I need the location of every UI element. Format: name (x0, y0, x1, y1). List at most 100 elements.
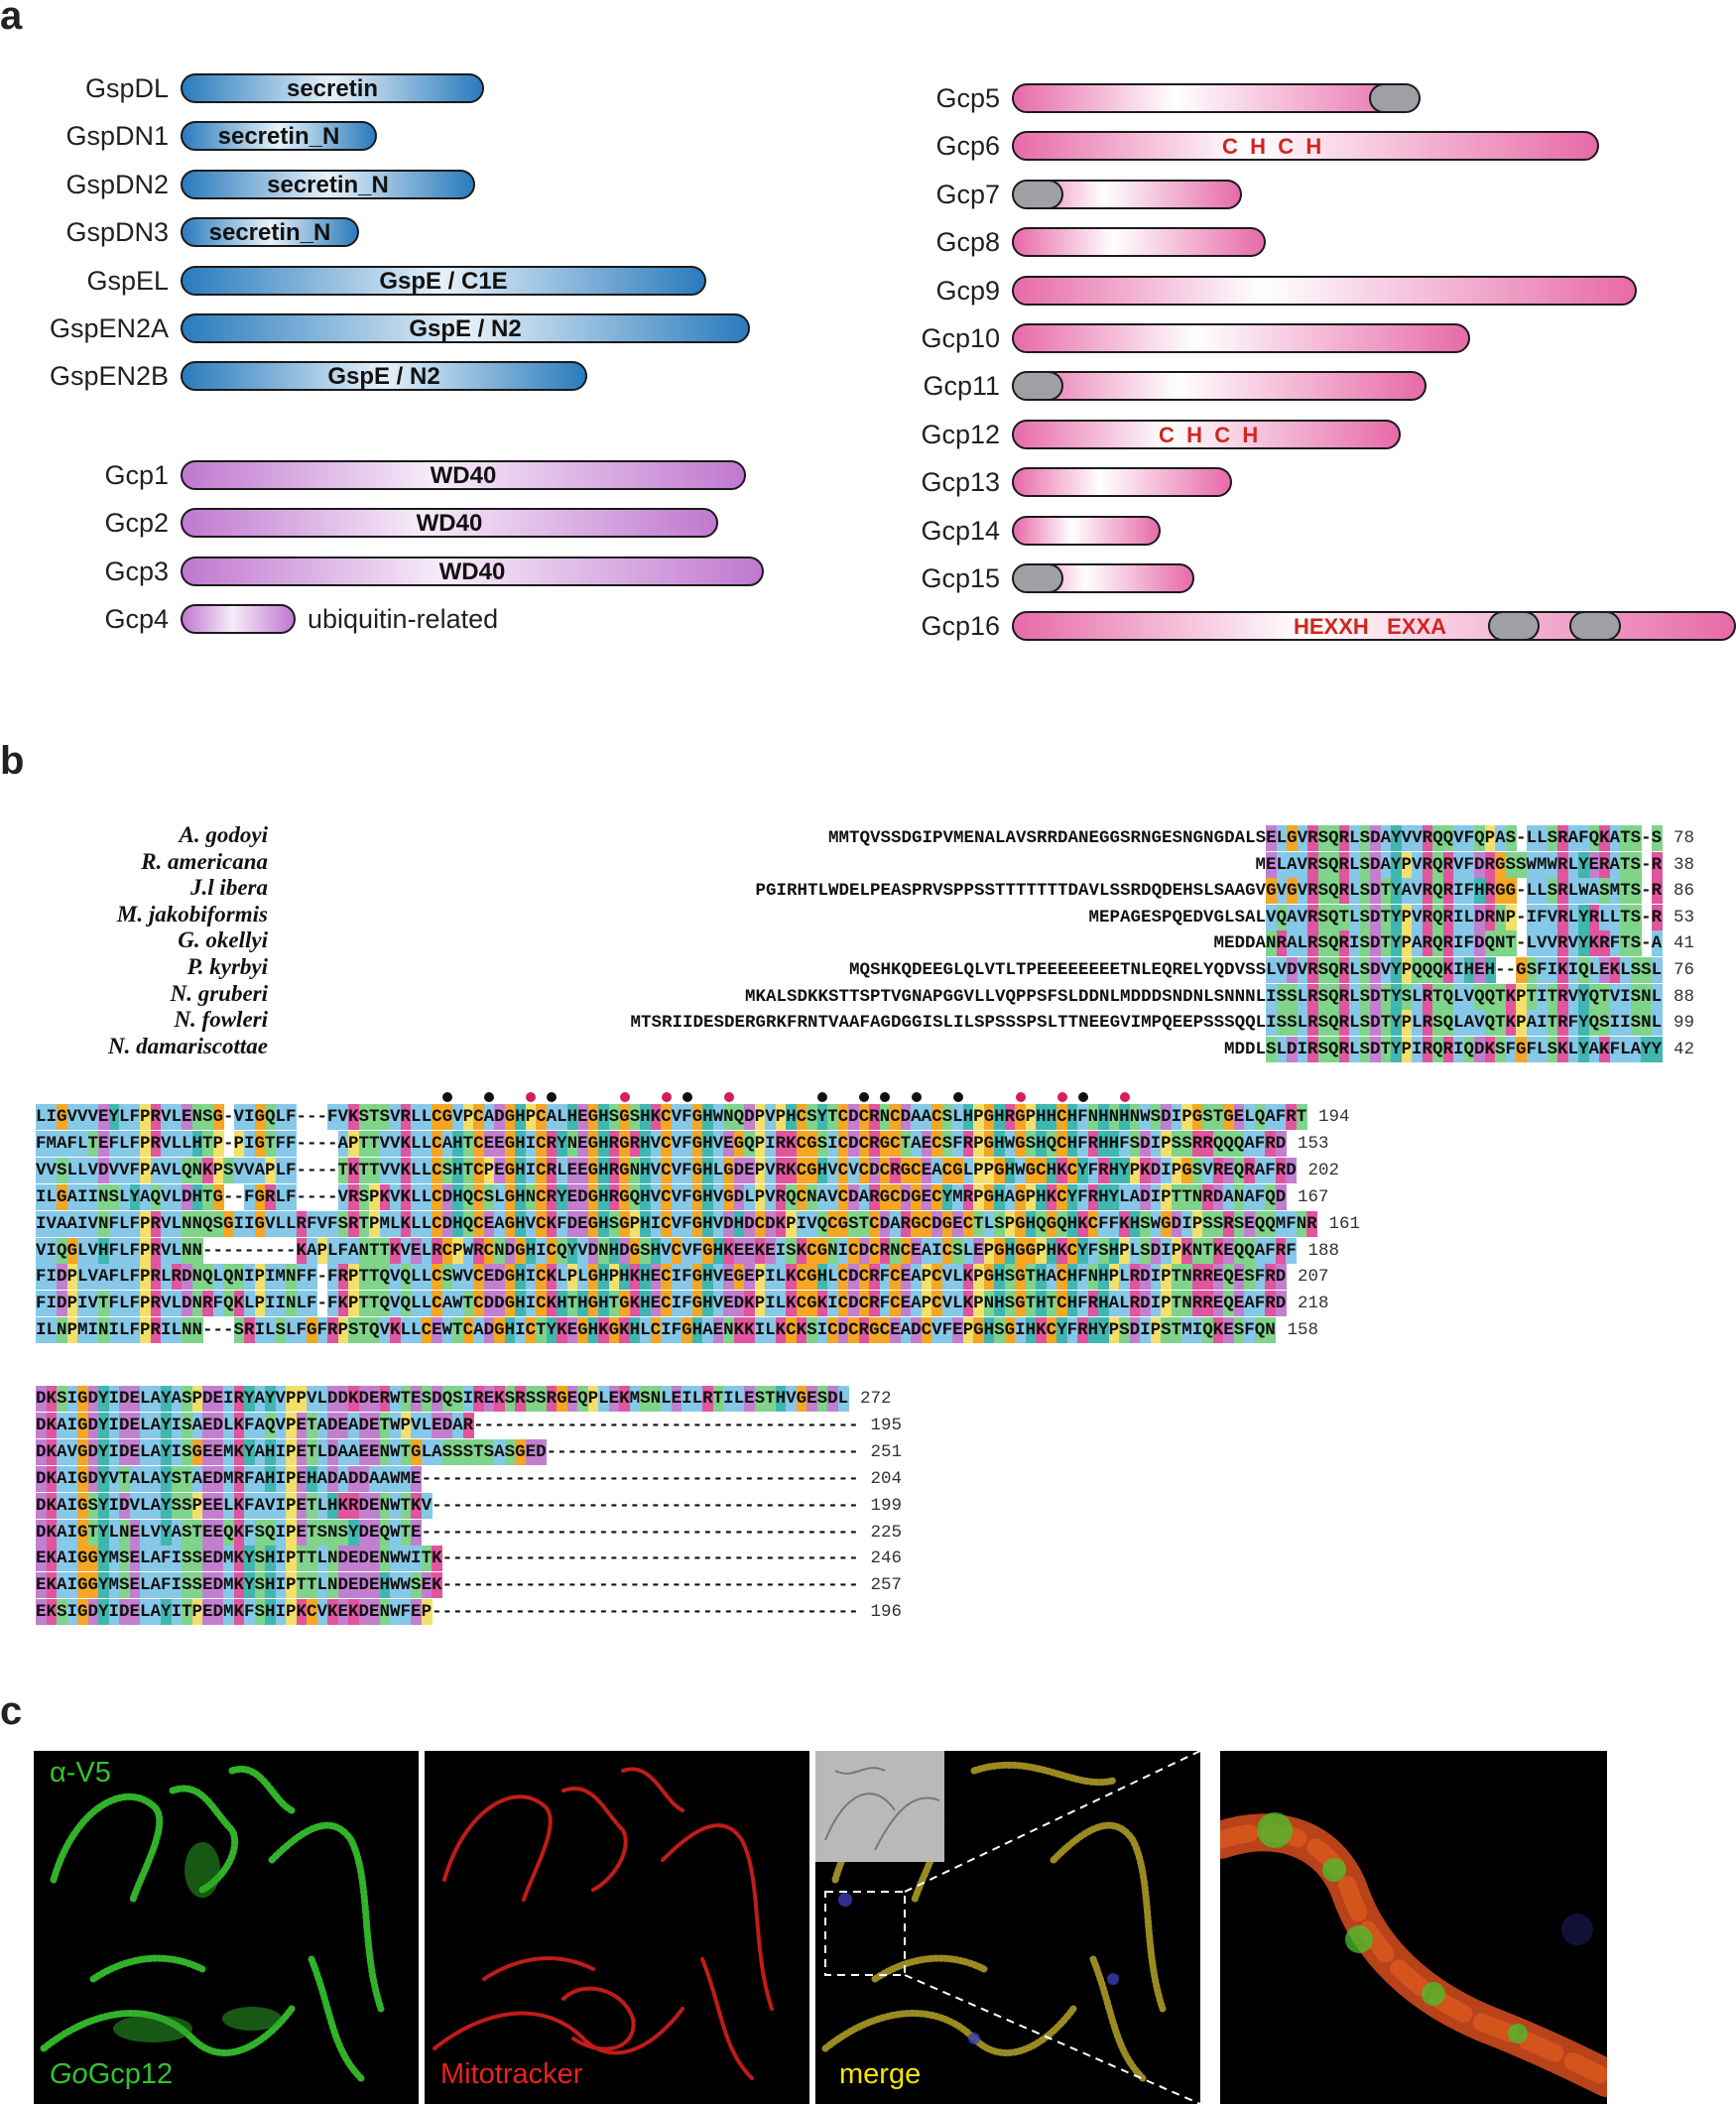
residue-bg (1391, 930, 1403, 957)
residue-bg (1108, 1104, 1120, 1130)
residue-bg (682, 1157, 693, 1183)
residue-bg (1495, 825, 1507, 851)
residue-bg (452, 1104, 464, 1130)
residue-bg (233, 1130, 245, 1157)
residue-bg (400, 1104, 412, 1130)
residue-bg (452, 1157, 464, 1183)
residue-bg (244, 1183, 256, 1210)
residue-bg (848, 1157, 860, 1183)
protein-bar (1012, 515, 1161, 546)
residue-bg (1557, 851, 1569, 878)
residue-bg (1296, 1210, 1307, 1237)
residue-bg (1547, 825, 1558, 851)
residue-bg (296, 1237, 308, 1264)
residue-bg (1202, 1130, 1214, 1157)
residue-bg (1171, 1183, 1182, 1210)
residue-bg (1370, 983, 1382, 1010)
residue-bg (1495, 904, 1507, 930)
sequence-row: ILGAIINSLYAQVLDHTG--FGRLF----VRSPKVKLLCD… (36, 1186, 1287, 1207)
residue-bg (421, 1237, 433, 1264)
residue-bg (682, 1104, 693, 1130)
residue-count: 194 (1318, 1107, 1350, 1127)
residue-bg (1066, 1104, 1078, 1130)
motif-label: C H C H (1159, 422, 1259, 447)
residue-bg (754, 1157, 766, 1183)
residue-bg (1453, 825, 1465, 851)
residue-bg (316, 1237, 328, 1264)
residue-bg (1098, 1104, 1110, 1130)
residue-bg (879, 1130, 891, 1157)
residue-bg (1557, 878, 1569, 905)
residue-bg (432, 1237, 443, 1264)
residue-bg (1056, 1183, 1068, 1210)
residue-bg (1244, 1210, 1256, 1237)
residue-bg (358, 1183, 370, 1210)
residue-bg (1567, 983, 1579, 1010)
residue-bg (775, 1210, 787, 1237)
residue-bg (119, 1237, 131, 1264)
conservation-dot (526, 1092, 536, 1102)
zoom-inset-image (1220, 1751, 1607, 2104)
residue-bg (1359, 904, 1371, 930)
residue-bg (1630, 825, 1642, 851)
residue-bg (608, 1157, 620, 1183)
residue-bg (911, 1130, 923, 1157)
residue-bg (1484, 851, 1496, 878)
residue-bg (1557, 930, 1569, 957)
residue-bg (1588, 957, 1600, 983)
residue-bg (650, 1183, 662, 1210)
residue-bg (1567, 1010, 1579, 1037)
residue-bg (1526, 1036, 1538, 1062)
residue-bg (87, 1157, 99, 1183)
residue-bg (1567, 1036, 1579, 1062)
residue-count: 196 (870, 1602, 903, 1623)
residue-bg (108, 1183, 120, 1210)
residue-bg (962, 1157, 974, 1183)
residue-bg (900, 1157, 912, 1183)
residue-bg (806, 1210, 818, 1237)
residue-bg (1317, 878, 1329, 905)
residue-bg (494, 1237, 506, 1264)
residue-bg (182, 1237, 193, 1264)
residue-bg (1119, 1104, 1131, 1130)
residue-bg (712, 1157, 724, 1183)
protein-name: GspDN2 (65, 169, 169, 199)
residue-bg (1599, 851, 1611, 878)
residue-bg (98, 1104, 110, 1130)
residue-bg (233, 1104, 245, 1130)
residue-bg (286, 1183, 298, 1210)
residue-bg (473, 1210, 485, 1237)
residue-bg (1412, 878, 1424, 905)
residue-bg (973, 1157, 985, 1183)
residue-bg (786, 1104, 798, 1130)
residue-bg (1025, 1104, 1037, 1130)
residue-bg (1505, 904, 1517, 930)
residue-bg (1442, 1010, 1454, 1037)
residue-bg (462, 1157, 474, 1183)
residue-bg (691, 1157, 703, 1183)
residue-bg (369, 1130, 381, 1157)
residue-bg (494, 1104, 506, 1130)
residue-bg (775, 1157, 787, 1183)
residue-bg (577, 1157, 589, 1183)
residue-bg (1588, 983, 1600, 1010)
residue-bg (432, 1183, 443, 1210)
residue-bg (671, 1183, 682, 1210)
residue-bg (1359, 957, 1371, 983)
residue-bg (1307, 851, 1319, 878)
motif-label: HEXXH EXXA (1294, 614, 1447, 640)
residue-bg (587, 1183, 599, 1210)
residue-bg (191, 1157, 203, 1183)
residue-bg (1254, 1210, 1266, 1237)
residue-bg (1275, 1183, 1287, 1210)
residue-bg (1046, 1104, 1057, 1130)
residue-count: 42 (1674, 1039, 1695, 1059)
residue-bg (1108, 1130, 1120, 1157)
residue-bg (1056, 1157, 1068, 1183)
residue-bg (1317, 851, 1329, 878)
residue-bg (1287, 851, 1299, 878)
residue-bg (1453, 904, 1465, 930)
protein-bar: C H C H (1012, 131, 1599, 162)
residue-bg (1453, 1010, 1465, 1037)
residue-bg (504, 1157, 516, 1183)
